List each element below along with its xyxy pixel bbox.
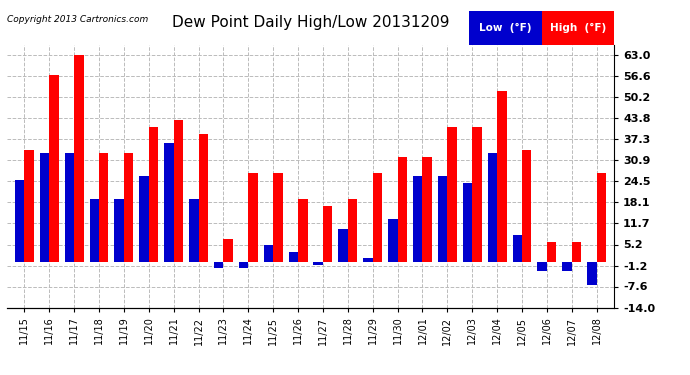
Text: High  (°F): High (°F) [550, 23, 606, 33]
Bar [288, 252, 298, 262]
Bar [562, 262, 572, 272]
Bar [587, 262, 597, 285]
Bar [572, 242, 581, 262]
Bar [164, 144, 174, 262]
Bar [538, 262, 547, 272]
Bar [264, 245, 273, 262]
Bar [513, 236, 522, 262]
Bar [313, 262, 323, 265]
Bar [438, 176, 447, 262]
Bar [497, 91, 506, 262]
Text: Dew Point Daily High/Low 20131209: Dew Point Daily High/Low 20131209 [172, 15, 449, 30]
Text: Low  (°F): Low (°F) [479, 23, 532, 33]
Bar [323, 206, 333, 262]
Bar [99, 153, 108, 262]
Text: Copyright 2013 Cartronics.com: Copyright 2013 Cartronics.com [7, 15, 148, 24]
Bar [397, 157, 407, 262]
Bar [522, 150, 531, 262]
Bar [15, 180, 24, 262]
FancyBboxPatch shape [542, 11, 614, 45]
Bar [115, 199, 124, 262]
Bar [65, 153, 74, 262]
Bar [388, 219, 397, 262]
Bar [273, 173, 283, 262]
Bar [74, 55, 83, 262]
Bar [488, 153, 497, 262]
Bar [248, 173, 258, 262]
Bar [363, 258, 373, 262]
Bar [174, 120, 183, 262]
Bar [49, 75, 59, 262]
Bar [189, 199, 199, 262]
Bar [413, 176, 422, 262]
Bar [338, 229, 348, 262]
Bar [463, 183, 472, 262]
Bar [422, 157, 432, 262]
Bar [149, 127, 158, 262]
Bar [447, 127, 457, 262]
Bar [348, 199, 357, 262]
Bar [224, 238, 233, 262]
Bar [298, 199, 308, 262]
Bar [239, 262, 248, 268]
Bar [139, 176, 149, 262]
Bar [597, 173, 606, 262]
Bar [214, 262, 224, 268]
Bar [24, 150, 34, 262]
FancyBboxPatch shape [469, 11, 542, 45]
Bar [40, 153, 49, 262]
Bar [124, 153, 133, 262]
Bar [373, 173, 382, 262]
Bar [547, 242, 556, 262]
Bar [472, 127, 482, 262]
Bar [90, 199, 99, 262]
Bar [199, 134, 208, 262]
